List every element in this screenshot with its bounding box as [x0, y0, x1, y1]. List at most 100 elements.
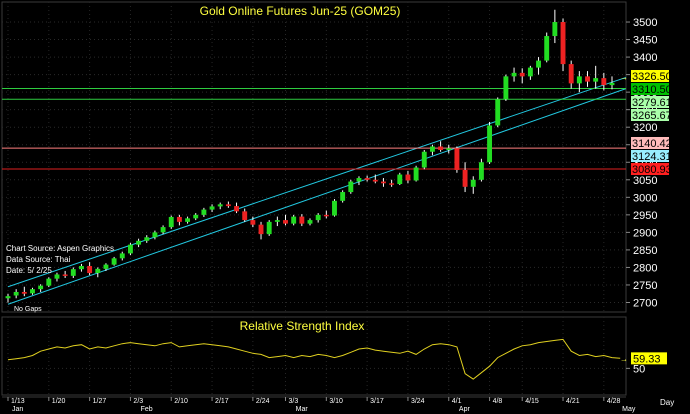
candle: [185, 216, 191, 224]
candle: [438, 141, 444, 152]
price-tag: 3124.31: [631, 150, 672, 163]
candle: [111, 256, 117, 266]
candle: [21, 286, 27, 297]
candle-body: [470, 179, 476, 187]
price-tick-label: 2750: [633, 280, 657, 292]
candle-body: [70, 269, 76, 276]
candle: [176, 214, 182, 226]
candle-body: [421, 151, 427, 168]
candle-body: [454, 148, 460, 170]
rsi-line: [7, 338, 621, 380]
candle-body: [21, 291, 27, 294]
candle: [160, 225, 166, 235]
price-tag: 3080.93: [631, 163, 672, 176]
x-tick-label: 4/15: [525, 398, 539, 405]
candle-body: [46, 278, 52, 286]
price-tag-label: 3124.31: [632, 151, 672, 163]
candle: [168, 215, 174, 229]
candle: [487, 121, 493, 165]
candle: [568, 60, 574, 89]
x-tick-label: 2/17: [215, 398, 229, 405]
candle: [5, 293, 11, 303]
candle: [209, 204, 215, 213]
x-tick-label: 3/3: [289, 398, 299, 405]
candle-body: [185, 218, 191, 222]
rsi-tick-label: 50: [633, 363, 645, 375]
price-panel-frame: [1, 1, 627, 313]
candle: [266, 220, 272, 236]
candle: [601, 72, 607, 91]
candle-body: [585, 76, 590, 82]
candle-body: [168, 216, 174, 228]
candle: [127, 242, 133, 256]
price-tag-label: 3326.50: [632, 71, 672, 83]
candle-body: [372, 179, 378, 182]
candle-body: [111, 258, 117, 265]
candle-body: [519, 72, 525, 77]
candle: [421, 149, 427, 170]
candle: [87, 262, 93, 276]
candle: [536, 57, 541, 75]
x-tick-label: 3/10: [329, 398, 343, 405]
candle: [478, 158, 484, 182]
rsi-arrow: →: [620, 354, 628, 363]
candle-body: [560, 22, 566, 65]
candle: [413, 165, 419, 182]
x-tick-label: 4/1: [452, 398, 462, 405]
x-tick-label: 4/21: [566, 398, 580, 405]
note-date: Date: 5/ 2/25: [6, 266, 52, 275]
candle-body: [381, 181, 386, 184]
candle: [201, 207, 207, 217]
price-tick-label: 2700: [633, 297, 657, 309]
candle: [609, 76, 615, 90]
price-tag-box: [631, 137, 669, 149]
candle: [299, 214, 305, 227]
price-tick-label: 3400: [633, 52, 657, 64]
candle-body: [209, 206, 215, 210]
candle-body: [601, 78, 607, 86]
candle: [454, 146, 460, 173]
x-tick-label: 1/27: [93, 398, 107, 405]
candle: [560, 18, 566, 72]
note-chart-source: Chart Source: Aspen Graphics: [6, 244, 114, 253]
candle: [217, 202, 223, 210]
candle-body: [356, 178, 362, 182]
candle: [152, 230, 158, 240]
candle-body: [13, 291, 19, 296]
x-tick-label: 4/28: [607, 398, 621, 405]
candle-body: [250, 220, 256, 225]
trendlines: [7, 76, 627, 305]
price-tag-label: 3279.61: [632, 97, 672, 109]
candle: [323, 210, 329, 219]
candle: [95, 267, 101, 278]
x-axis: 1/13 1/20 1/27 2/3 2/10 2/17 2/24 3/3 3/10 3/17 3/…: [7, 397, 636, 413]
candle: [103, 263, 109, 271]
price-tick-label: 2800: [633, 262, 657, 274]
candle: [46, 277, 52, 288]
candle-body: [503, 76, 509, 100]
candle: [585, 71, 590, 87]
candle-body: [176, 216, 182, 222]
candle-body: [511, 72, 517, 77]
candle-body: [127, 244, 133, 254]
rsi-value-box: [631, 352, 667, 365]
candle-body: [242, 211, 248, 221]
price-tag-label: 3140.42: [632, 138, 672, 150]
price-tag-box: [631, 163, 669, 175]
rsi-panel-frame: [1, 316, 627, 396]
candle-body: [340, 192, 346, 201]
candle-body: [568, 64, 574, 84]
x-tick-label: 3/17: [370, 398, 384, 405]
candle-body: [54, 274, 60, 279]
candle: [511, 67, 517, 82]
candle: [307, 218, 313, 226]
candle: [315, 213, 321, 223]
candle-body: [274, 220, 280, 222]
candle: [405, 171, 411, 184]
candle-body: [576, 76, 582, 84]
candle: [136, 238, 142, 248]
price-tick-label: 2950: [633, 210, 657, 222]
price-tick-label: 3200: [633, 122, 657, 134]
